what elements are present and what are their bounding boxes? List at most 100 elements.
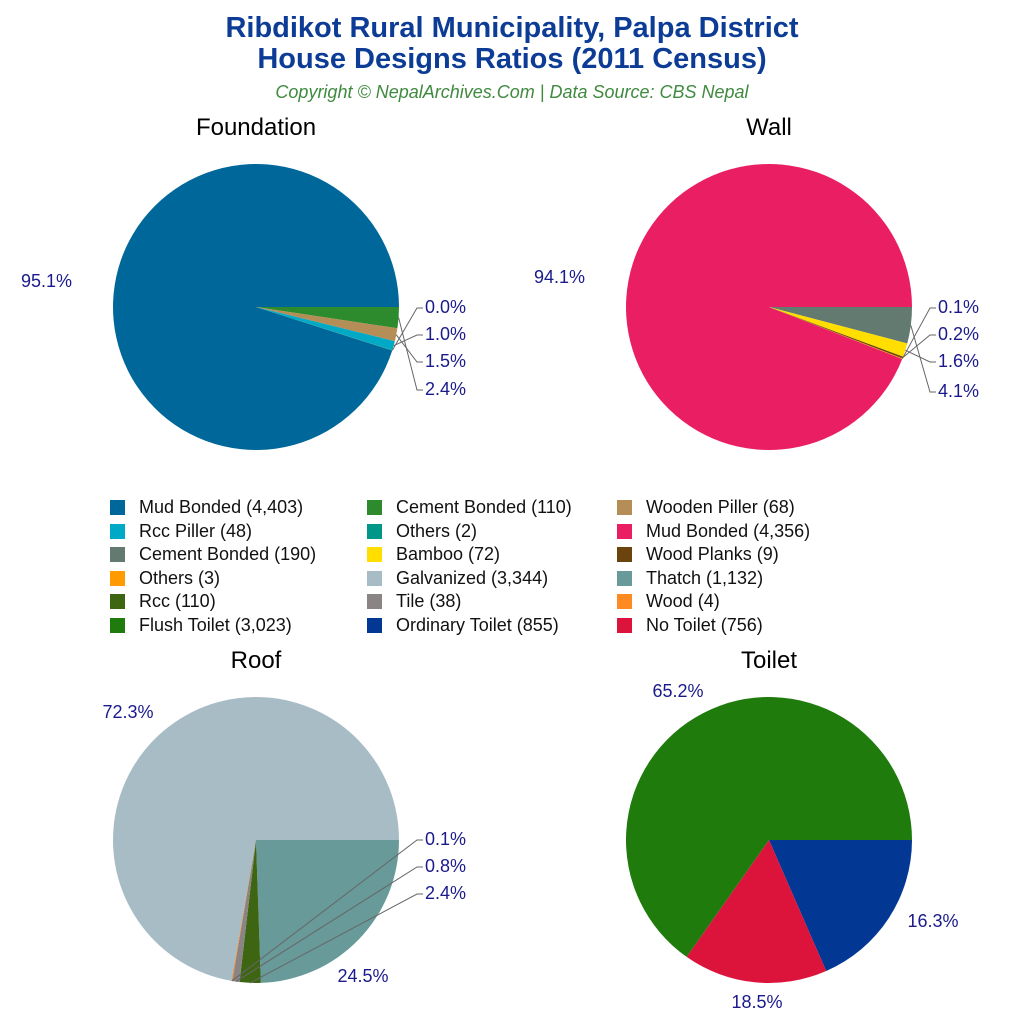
legend-label: Cement Bonded (110) <box>396 497 572 518</box>
leader-line <box>235 866 423 982</box>
percent-label: 94.1% <box>534 267 585 287</box>
leader-line <box>901 307 936 359</box>
leader-line <box>249 893 423 984</box>
legend-swatch <box>617 617 632 633</box>
percent-label: 72.3% <box>102 702 153 722</box>
legend-item: Cement Bonded (110) <box>367 496 572 520</box>
legend-swatch <box>617 500 632 516</box>
percent-label: 16.3% <box>907 911 958 931</box>
percent-label: 2.4% <box>425 883 466 903</box>
legend-item: Others (3) <box>110 567 316 591</box>
pie-slice-thatch <box>256 840 399 983</box>
legend-swatch <box>367 500 382 516</box>
legend-swatch <box>110 547 125 563</box>
leader-line <box>905 349 936 363</box>
legend-item: Mud Bonded (4,403) <box>110 496 316 520</box>
legend-label: Tile (38) <box>396 591 462 612</box>
percent-label: 1.5% <box>425 351 466 371</box>
legend-label: No Toilet (756) <box>646 614 763 635</box>
legend-label: Flush Toilet (3,023) <box>139 614 292 635</box>
legend-item: Thatch (1,132) <box>617 567 810 591</box>
pie-slice-cement-bonded <box>769 307 912 344</box>
percent-label: 1.6% <box>938 351 979 371</box>
pie-title-roof: Roof <box>230 647 282 674</box>
legend-swatch <box>367 547 382 563</box>
pie-slice-others <box>769 307 903 359</box>
legend-swatch <box>367 594 382 610</box>
pie-slice-mud-bonded <box>112 164 399 451</box>
legend-item: Mud Bonded (4,356) <box>617 520 810 544</box>
pie-title-toilet: Toilet <box>740 647 798 674</box>
legend-item: Ordinary Toilet (855) <box>367 614 572 638</box>
percent-label: 24.5% <box>337 966 388 986</box>
legend-item: Rcc Piller (48) <box>110 520 316 544</box>
legend-item: Cement Bonded (190) <box>110 543 316 567</box>
leader-line <box>910 325 936 393</box>
legend-label: Rcc (110) <box>139 591 216 612</box>
chart-title-line1: Ribdikot Rural Municipality, Palpa Distr… <box>225 12 799 44</box>
pie-wall: 94.1% 0.1% 0.2% 1.6% 4.1% <box>534 164 979 451</box>
percent-label: 0.0% <box>425 297 466 317</box>
percent-label: 0.1% <box>938 297 979 317</box>
legend-label: Mud Bonded (4,403) <box>139 497 304 518</box>
legend-label: Mud Bonded (4,356) <box>646 520 811 541</box>
legend-label: Wood (4) <box>646 591 720 612</box>
pie-slice-cement-bonded <box>256 307 400 329</box>
legend-label: Others (2) <box>396 520 478 541</box>
chart-subtitle: Copyright © NepalArchives.Com | Data Sou… <box>275 82 749 102</box>
legend-item: Others (2) <box>367 520 572 544</box>
pie-slice-others <box>256 307 393 351</box>
legend-label: Wood Planks (9) <box>646 544 779 565</box>
legend-label: Wooden Piller (68) <box>646 497 795 518</box>
legend-column-3: Wooden Piller (68) Mud Bonded (4,356) Wo… <box>617 496 810 637</box>
pie-slice-wood <box>231 840 256 982</box>
pie-title-foundation: Foundation <box>195 114 317 141</box>
pie-roof: 72.3% 24.5% 0.1% 0.8% 2.4% <box>102 697 466 986</box>
pie-slice-tile <box>232 840 256 983</box>
legend-label: Others (3) <box>139 567 221 588</box>
legend-column-1: Mud Bonded (4,403) Rcc Piller (48) Cemen… <box>110 496 316 637</box>
legend-item: Wooden Piller (68) <box>617 496 810 520</box>
legend-swatch <box>617 547 632 563</box>
legend-swatch <box>617 523 632 539</box>
legend-swatch <box>110 500 125 516</box>
legend-swatch <box>110 617 125 633</box>
percent-label: 2.4% <box>425 379 466 399</box>
percent-label: 0.1% <box>425 829 466 849</box>
legend-item: Galvanized (3,344) <box>367 567 572 591</box>
pie-slice-galvanized <box>112 697 399 981</box>
legend-item: Rcc (110) <box>110 590 316 614</box>
percent-label: 0.8% <box>425 856 466 876</box>
percent-label: 65.2% <box>652 681 703 701</box>
pie-toilet: 65.2% 18.5% 16.3% <box>626 681 959 1012</box>
legend-swatch <box>617 594 632 610</box>
legend-swatch <box>110 570 125 586</box>
legend-label: Galvanized (3,344) <box>396 567 549 588</box>
leader-line <box>902 334 936 358</box>
percent-label: 95.1% <box>21 271 72 291</box>
pie-slice-wooden-piller <box>256 307 398 342</box>
leader-line <box>398 317 423 391</box>
legend-label: Ordinary Toilet (855) <box>396 614 559 635</box>
pie-slice-wood-planks <box>769 307 904 359</box>
legend-label: Rcc Piller (48) <box>139 520 253 541</box>
legend-swatch <box>617 570 632 586</box>
legend-swatch <box>367 523 382 539</box>
pie-slice-ordinary-toilet <box>769 840 912 972</box>
pie-slice-rcc <box>239 840 261 983</box>
legend-swatch <box>110 523 125 539</box>
legend-swatch <box>367 617 382 633</box>
legend-item: Flush Toilet (3,023) <box>110 614 316 638</box>
pie-title-wall: Wall <box>746 114 792 141</box>
legend-item: No Toilet (756) <box>617 614 810 638</box>
percent-label: 0.2% <box>938 324 979 344</box>
legend-label: Bamboo (72) <box>396 544 501 565</box>
legend-swatch <box>367 570 382 586</box>
leader-line <box>391 307 423 351</box>
legend-item: Bamboo (72) <box>367 543 572 567</box>
percent-label: 1.0% <box>425 324 466 344</box>
leader-line <box>395 334 423 363</box>
legend-column-2: Cement Bonded (110) Others (2) Bamboo (7… <box>367 496 572 637</box>
legend-label: Cement Bonded (190) <box>139 544 317 565</box>
